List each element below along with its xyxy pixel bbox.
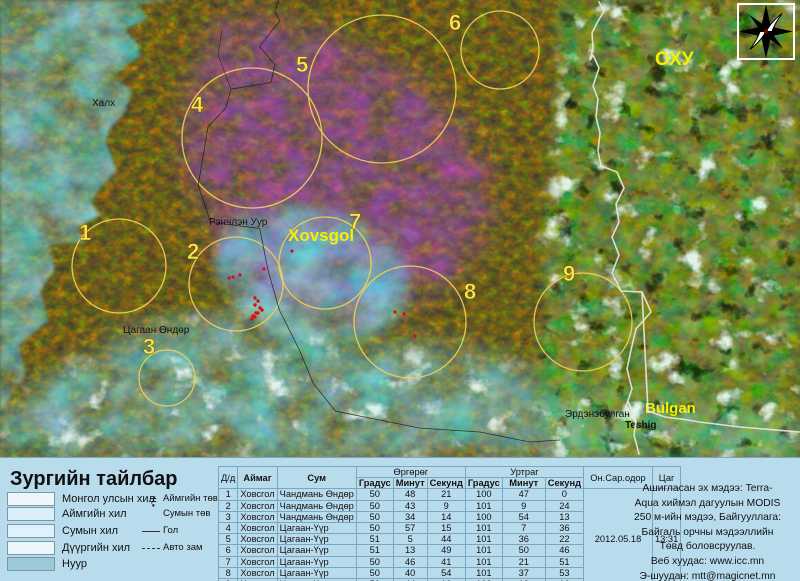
svg-text:9: 9 [563,261,575,286]
svg-text:Xovsgol: Xovsgol [288,226,354,245]
svg-text:5: 5 [296,52,308,77]
svg-text:1: 1 [79,220,91,245]
svg-text:Эрдэнэбулган: Эрдэнэбулган [565,408,630,420]
svg-text:2: 2 [187,239,199,264]
svg-text:8: 8 [464,279,476,304]
svg-text:4: 4 [191,92,204,117]
svg-text:Халх: Халх [92,98,115,109]
svg-text:6: 6 [449,10,461,35]
svg-text:Цагаан Өндөр: Цагаан Өндөр [123,325,190,336]
svg-text:Teshig: Teshig [625,420,656,431]
svg-text:3: 3 [143,334,155,359]
svg-text:Bulgan: Bulgan [645,400,696,417]
svg-text:Рэнчлэн Уур: Рэнчлэн Уур [209,217,268,228]
svg-text:ОХУ: ОХУ [655,49,694,70]
